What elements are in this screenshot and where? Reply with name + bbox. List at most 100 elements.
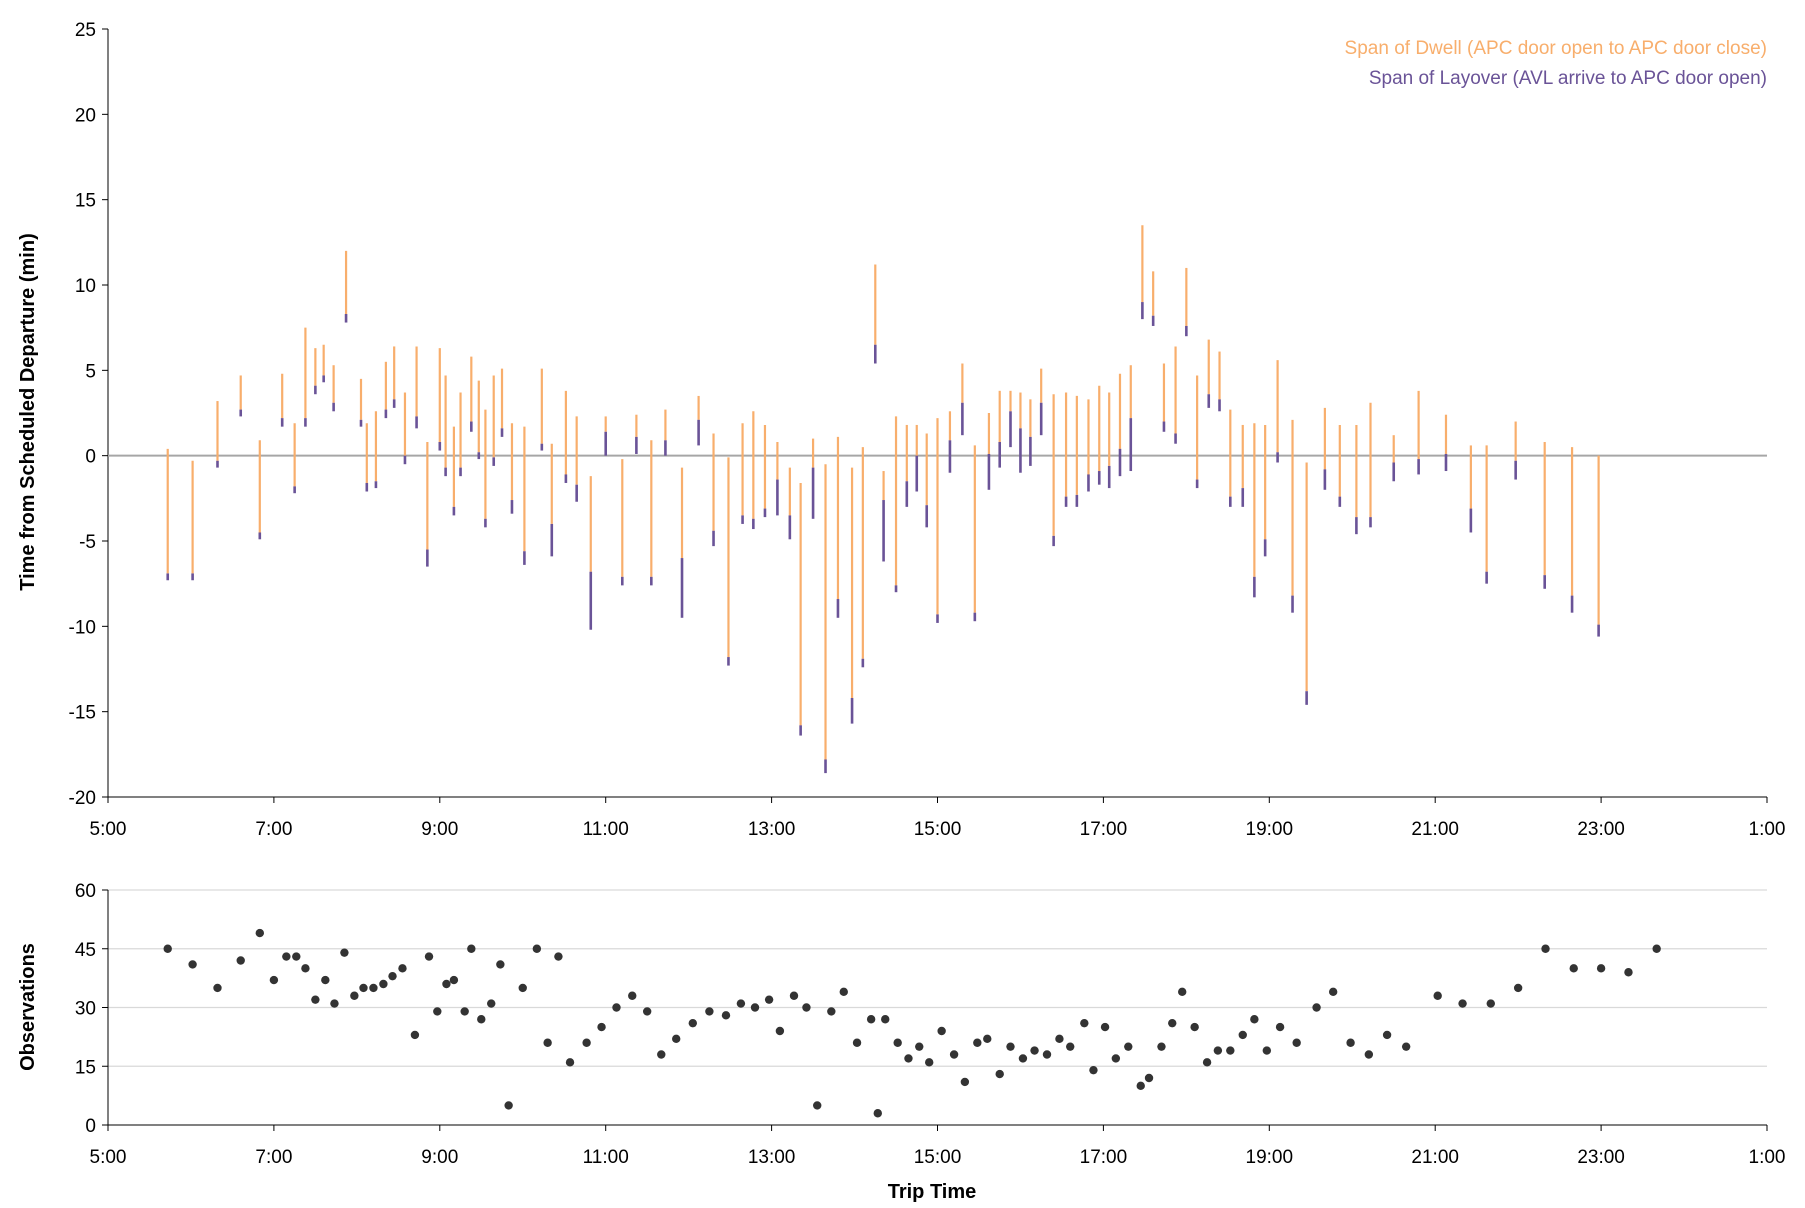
observation-point — [388, 971, 397, 981]
observation-point — [789, 991, 799, 1000]
bottom-x-tick-label: 21:00 — [1411, 1147, 1459, 1168]
observation-point — [460, 1007, 469, 1016]
bottom-y-tick-label: 45 — [75, 940, 96, 961]
observation-point — [292, 952, 301, 961]
observation-point — [1624, 968, 1633, 977]
observation-point — [504, 1101, 513, 1110]
observation-point — [269, 975, 279, 985]
observation-point — [1382, 1030, 1392, 1040]
observation-point — [1066, 1042, 1075, 1051]
observation-point — [1328, 987, 1338, 997]
observation-point — [813, 1101, 822, 1110]
observation-point — [321, 975, 330, 985]
observation-point — [255, 928, 264, 938]
bottom-x-tick-label: 19:00 — [1246, 1147, 1294, 1168]
bottom-x-tick-label: 23:00 — [1577, 1147, 1625, 1168]
observation-point — [612, 1003, 621, 1012]
bottom-x-tick-label: 5:00 — [90, 1147, 127, 1168]
observation-point — [1458, 999, 1467, 1008]
observation-point — [1136, 1081, 1145, 1091]
observation-point — [518, 983, 527, 993]
observation-point — [1250, 1015, 1259, 1024]
observation-point — [873, 1109, 882, 1118]
observation-point — [960, 1077, 970, 1087]
observation-point — [163, 944, 172, 953]
top-y-tick-label: -5 — [79, 532, 96, 553]
observation-point — [1238, 1030, 1247, 1040]
bottom-y-tick-label: 0 — [85, 1116, 96, 1137]
observation-point — [1346, 1038, 1355, 1047]
observation-point — [1157, 1042, 1166, 1051]
observation-point — [554, 952, 563, 961]
observation-point — [1652, 944, 1661, 953]
observation-point — [736, 999, 746, 1008]
observation-point — [721, 1011, 731, 1020]
observation-point — [1042, 1050, 1052, 1059]
bottom-x-tick-label: 1:00 — [1749, 1147, 1786, 1168]
observation-point — [359, 983, 368, 993]
top-x-tick-label: 19:00 — [1246, 819, 1294, 840]
top-x-tick-label: 23:00 — [1577, 819, 1625, 840]
observation-point — [1513, 983, 1523, 993]
observation-point — [973, 1038, 982, 1047]
observation-point — [881, 1015, 890, 1024]
bottom-x-tick-label: 9:00 — [421, 1147, 458, 1168]
observation-point — [949, 1050, 959, 1059]
bottom-y-tick-label: 60 — [75, 881, 96, 902]
top-y-tick-label: 15 — [75, 191, 96, 212]
observation-point — [1030, 1046, 1039, 1055]
top-x-tick-label: 21:00 — [1411, 819, 1459, 840]
observation-point — [1275, 1022, 1285, 1032]
observation-point — [688, 1018, 697, 1028]
observation-point — [1018, 1054, 1028, 1063]
observation-point — [1226, 1046, 1235, 1055]
observation-point — [1433, 991, 1442, 1000]
observation-point — [705, 1007, 714, 1016]
observation-point — [1144, 1073, 1154, 1083]
observation-point — [311, 995, 320, 1004]
observation-point — [398, 964, 407, 973]
observation-point — [866, 1015, 876, 1024]
top-y-tick-label: 5 — [85, 361, 96, 382]
observation-point — [925, 1058, 934, 1067]
top-y-tick-label: -15 — [69, 703, 96, 724]
observation-point — [1541, 944, 1550, 953]
top-x-tick-label: 11:00 — [583, 819, 629, 840]
top-x-tick-label: 13:00 — [748, 819, 796, 840]
observation-point — [750, 1003, 760, 1012]
observation-point — [1124, 1042, 1133, 1051]
observation-point — [442, 979, 451, 989]
observation-point — [937, 1026, 946, 1036]
observation-point — [1089, 1065, 1098, 1075]
observation-point — [893, 1038, 902, 1047]
observation-point — [839, 987, 848, 997]
bottom-y-tick-label: 30 — [75, 999, 96, 1020]
observation-point — [532, 944, 542, 953]
observation-point — [597, 1022, 606, 1032]
observation-point — [995, 1069, 1004, 1079]
observation-point — [1080, 1018, 1089, 1028]
bottom-y-tick-label: 15 — [75, 1057, 96, 1078]
observation-point — [1055, 1034, 1064, 1044]
observation-point — [1292, 1038, 1301, 1047]
top-x-tick-label: 17:00 — [1080, 819, 1128, 840]
observation-point — [642, 1007, 652, 1016]
observation-point — [424, 952, 434, 961]
top-x-tick-label: 9:00 — [421, 819, 458, 840]
observation-point — [282, 952, 291, 961]
observation-point — [350, 991, 359, 1000]
top-y-tick-label: -20 — [69, 788, 96, 809]
observation-point — [1100, 1022, 1110, 1032]
observation-point — [565, 1058, 575, 1067]
observation-point — [1596, 964, 1606, 973]
observation-point — [487, 999, 496, 1008]
bottom-x-tick-label: 11:00 — [583, 1147, 629, 1168]
observation-point — [410, 1030, 420, 1040]
observation-point — [764, 995, 774, 1004]
observation-point — [1006, 1042, 1015, 1051]
observation-point — [1569, 964, 1578, 973]
top-y-tick-label: 20 — [75, 105, 96, 126]
observation-point — [543, 1038, 552, 1047]
observation-point — [628, 991, 637, 1000]
